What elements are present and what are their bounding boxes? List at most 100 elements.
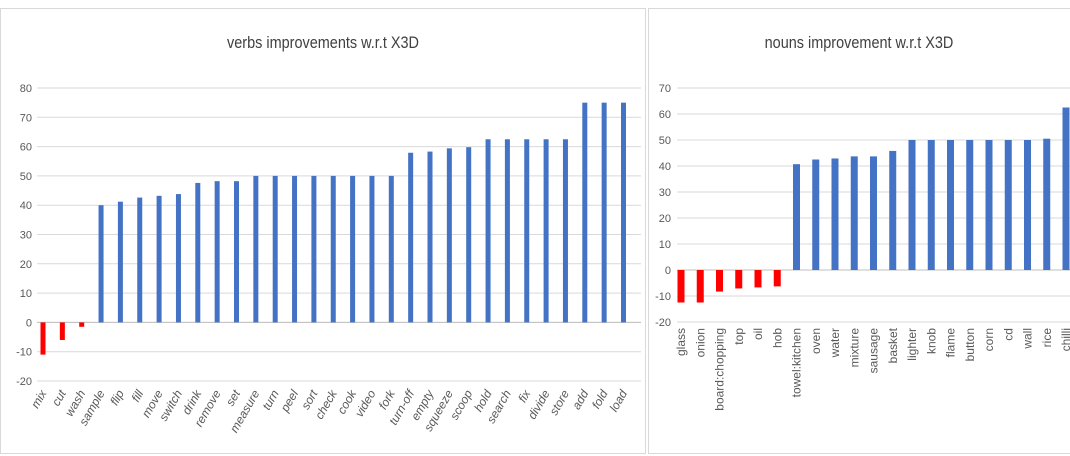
- bar: [601, 102, 607, 323]
- category-label: fill: [129, 387, 147, 404]
- nouns-chart-panel: nouns improvement w.r.t X3D -20 -10 0 10 20 3…: [648, 8, 1070, 454]
- bar: [582, 102, 588, 323]
- bar: [1004, 140, 1012, 270]
- bar: [98, 205, 104, 323]
- y-tick-label: -10: [16, 347, 32, 359]
- category-label: cd: [1001, 328, 1015, 341]
- bar: [543, 139, 549, 323]
- bar: [677, 270, 685, 303]
- bar: [234, 181, 239, 323]
- category-label: peel: [277, 387, 301, 415]
- y-tick-label: 70: [659, 83, 671, 95]
- category-label: oven: [809, 328, 823, 354]
- category-label: basket: [886, 327, 900, 363]
- y-tick-label: 80: [20, 83, 32, 95]
- bar: [272, 175, 278, 323]
- category-label: glass: [674, 328, 688, 356]
- bar: [985, 140, 993, 270]
- bar: [427, 151, 433, 323]
- bar: [735, 270, 743, 289]
- bar: [831, 158, 839, 270]
- category-label: load: [607, 387, 631, 414]
- y-tick-label: -20: [655, 317, 671, 329]
- bar: [524, 139, 530, 323]
- bar: [253, 175, 259, 323]
- bar: [117, 201, 123, 323]
- bar: [773, 270, 781, 287]
- y-tick-label: 0: [26, 317, 32, 329]
- bar: [1062, 107, 1070, 270]
- bar: [793, 164, 800, 270]
- bar: [504, 139, 510, 323]
- bar: [350, 175, 356, 323]
- category-label: sausage: [867, 328, 881, 374]
- y-tick-label: 30: [659, 187, 671, 199]
- nouns-bar-chart: -20 -10 0 10 20 30 40 50 60 70 glass onion board:cho…: [655, 83, 1070, 411]
- bar: [1043, 138, 1051, 270]
- y-tick-label: -10: [655, 291, 671, 303]
- category-label: store: [547, 387, 573, 417]
- y-tick-label: 50: [20, 171, 32, 183]
- bar: [292, 175, 298, 323]
- bar: [908, 140, 916, 270]
- category-label: water: [828, 328, 842, 358]
- chart-title: verbs improvements w.r.t X3D: [227, 33, 419, 52]
- y-tick-label: -20: [16, 376, 32, 388]
- category-label: button: [963, 328, 977, 361]
- chart-title: nouns improvement w.r.t X3D: [764, 33, 954, 52]
- category-label: chilli: [1059, 328, 1070, 351]
- bar: [812, 159, 820, 270]
- category-label: add: [569, 387, 591, 412]
- y-tick-label: 0: [665, 265, 671, 277]
- bar: [137, 197, 143, 323]
- bar: [947, 140, 954, 270]
- bar: [330, 175, 336, 323]
- y-tick-label: 70: [20, 112, 32, 124]
- bar: [369, 175, 375, 323]
- category-label: flip: [107, 387, 127, 408]
- category-label: mixture: [847, 328, 861, 368]
- category-label: hob: [770, 328, 784, 348]
- bar: [156, 195, 162, 323]
- bar: [850, 156, 858, 270]
- bar: [388, 175, 394, 323]
- category-label: flame: [944, 328, 958, 358]
- category-label: wall: [1021, 328, 1035, 350]
- bar: [40, 322, 46, 355]
- bar: [408, 152, 414, 323]
- bar: [195, 182, 201, 323]
- bar: [696, 270, 704, 303]
- y-tick-label: 40: [659, 161, 671, 173]
- bar: [562, 139, 568, 323]
- category-label: rice: [1040, 328, 1054, 348]
- y-tick-label: 10: [20, 288, 32, 300]
- bar: [966, 140, 974, 270]
- bar: [485, 139, 491, 323]
- bar: [446, 148, 452, 323]
- category-label: onion: [693, 328, 707, 357]
- y-tick-label: 10: [659, 239, 671, 251]
- bar: [175, 194, 181, 323]
- category-label: top: [732, 328, 746, 345]
- category-label: lighter: [905, 328, 919, 361]
- category-label: mix: [28, 387, 50, 411]
- category-label: knob: [924, 328, 938, 354]
- y-tick-label: 20: [659, 213, 671, 225]
- bar: [59, 322, 65, 340]
- y-tick-label: 20: [20, 259, 32, 271]
- bar: [466, 147, 472, 323]
- bar: [311, 175, 317, 323]
- verbs-chart-panel: verbs improvements w.r.t X3D -20 -10 0 10 20…: [0, 8, 646, 454]
- bar: [716, 270, 723, 292]
- y-tick-label: 60: [659, 109, 671, 121]
- category-label: corn: [982, 328, 996, 351]
- bar: [621, 102, 626, 323]
- y-tick-label: 60: [20, 142, 32, 154]
- y-tick-label: 50: [659, 135, 671, 147]
- bar: [754, 270, 762, 288]
- bar: [927, 140, 935, 270]
- y-tick-label: 30: [20, 230, 32, 242]
- bar: [79, 322, 85, 327]
- bar: [214, 181, 220, 323]
